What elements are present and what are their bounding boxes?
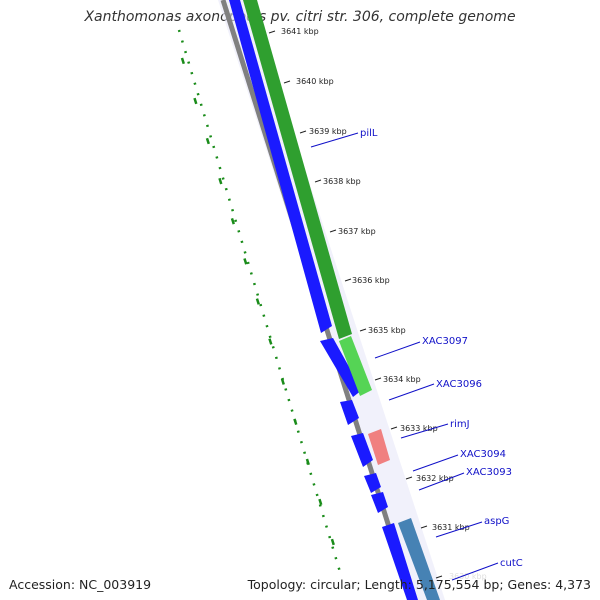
- forward-cds-block[interactable]: [229, 0, 332, 333]
- tick-label-3640: 3640 kbp: [296, 77, 334, 86]
- forward-cds-block[interactable]: [340, 400, 359, 425]
- reverse-cds-block[interactable]: [339, 336, 372, 396]
- tick-marks: [268, 30, 443, 579]
- gene-label-pilL[interactable]: pilL: [360, 128, 378, 139]
- gene-label-xac3093[interactable]: XAC3093: [466, 467, 512, 478]
- tick-label-3632: 3632 kbp: [416, 474, 454, 483]
- reverse-cds-block[interactable]: [243, 0, 352, 339]
- tick-label-3630: 3630 kbp: [449, 572, 487, 581]
- forward-cds-block[interactable]: [351, 433, 373, 467]
- other-feature-block[interactable]: [398, 518, 440, 600]
- forward-cds-block[interactable]: [320, 338, 362, 397]
- forward-cds-block[interactable]: [364, 473, 381, 493]
- tick-label-3636: 3636 kbp: [352, 276, 390, 285]
- tick-label-3639: 3639 kbp: [309, 127, 347, 136]
- map-title: Xanthomonas axonopodis pv. citri str. 30…: [84, 9, 516, 25]
- tick-label-3634: 3634 kbp: [383, 375, 421, 384]
- tick-label-3631: 3631 kbp: [432, 523, 470, 532]
- gene-label-xac3094[interactable]: XAC3094: [460, 449, 506, 460]
- rna-feature-block[interactable]: [368, 429, 390, 465]
- gene-label-rimJ[interactable]: rimJ: [450, 419, 470, 430]
- tick-label-3635: 3635 kbp: [368, 326, 406, 335]
- gene-label-cutC[interactable]: cutC: [500, 558, 523, 569]
- tick-label-3633: 3633 kbp: [400, 424, 438, 433]
- accession-text: Accession: NC_003919: [9, 577, 152, 592]
- forward-cds-block[interactable]: [382, 523, 418, 600]
- tick-label-3637: 3637 kbp: [338, 227, 376, 236]
- gc-skew-marks: [180, 57, 342, 566]
- genome-summary-text: Topology: circular; Length: 5,175,554 bp…: [247, 577, 591, 592]
- gene-label-xac3097[interactable]: XAC3097: [422, 336, 468, 347]
- tick-label-3641: 3641 kbp: [281, 27, 319, 36]
- gene-label-xac3096[interactable]: XAC3096: [436, 379, 482, 390]
- gene-label-aspG[interactable]: aspG: [484, 516, 509, 527]
- gene-leader-lines: [310, 132, 499, 581]
- forward-cds-block[interactable]: [371, 492, 388, 513]
- tick-label-3638: 3638 kbp: [323, 177, 361, 186]
